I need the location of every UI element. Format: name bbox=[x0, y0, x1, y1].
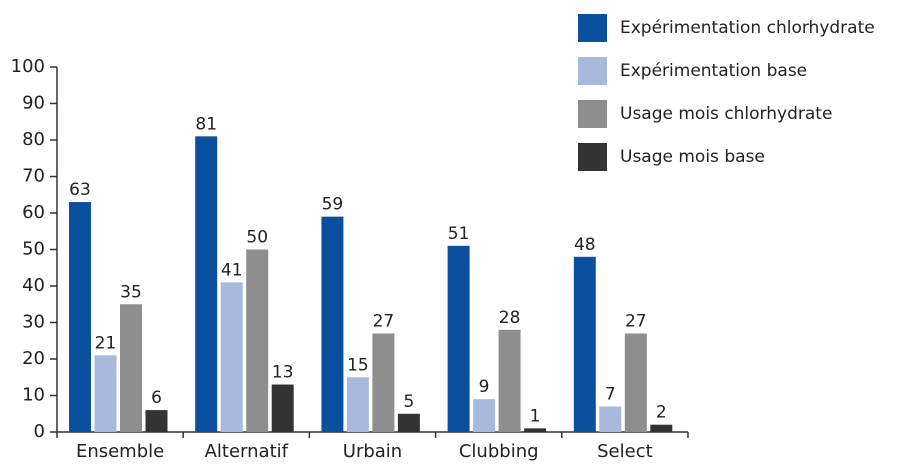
y-tick-label: 10 bbox=[22, 385, 45, 406]
x-tick-label: Urbain bbox=[343, 441, 402, 462]
bar bbox=[246, 249, 269, 432]
bar bbox=[624, 333, 647, 432]
legend-swatch bbox=[578, 100, 607, 128]
value-label: 21 bbox=[95, 333, 117, 353]
value-label: 59 bbox=[322, 195, 344, 215]
bar bbox=[498, 329, 521, 432]
x-tick-label: Alternatif bbox=[205, 441, 289, 462]
value-label: 35 bbox=[120, 282, 142, 302]
legend-label: Usage mois chlorhydrate bbox=[620, 104, 832, 124]
legend-swatch bbox=[578, 143, 607, 171]
bar bbox=[650, 424, 673, 432]
value-label: 81 bbox=[195, 114, 217, 134]
bar bbox=[94, 355, 117, 432]
value-label: 9 bbox=[479, 377, 490, 397]
y-tick-label: 20 bbox=[22, 348, 45, 369]
bar bbox=[321, 216, 344, 432]
value-label: 15 bbox=[347, 355, 369, 375]
bar bbox=[573, 256, 596, 432]
value-label: 13 bbox=[272, 363, 294, 383]
bar bbox=[447, 245, 470, 432]
bar bbox=[120, 304, 142, 432]
bar bbox=[220, 282, 243, 432]
y-tick-label: 50 bbox=[22, 239, 45, 260]
bar bbox=[524, 428, 547, 432]
bar bbox=[346, 377, 369, 432]
y-tick-label: 0 bbox=[34, 421, 45, 442]
legend-label: Usage mois base bbox=[620, 147, 765, 167]
legend-swatch bbox=[578, 57, 607, 85]
y-tick-label: 90 bbox=[22, 93, 45, 114]
value-label: 27 bbox=[625, 311, 647, 331]
value-label: 5 bbox=[403, 392, 414, 412]
value-label: 50 bbox=[246, 228, 268, 248]
bar bbox=[599, 406, 622, 432]
value-label: 51 bbox=[448, 224, 470, 244]
bar bbox=[473, 399, 496, 432]
value-label: 6 bbox=[151, 388, 162, 408]
x-tick-label: Ensemble bbox=[76, 441, 164, 462]
bar bbox=[372, 333, 395, 432]
bar bbox=[69, 202, 91, 432]
value-label: 27 bbox=[373, 311, 395, 331]
bar bbox=[397, 413, 420, 432]
y-tick-label: 80 bbox=[22, 129, 45, 150]
value-label: 2 bbox=[656, 403, 667, 423]
bar bbox=[145, 410, 168, 432]
value-label: 41 bbox=[221, 260, 243, 280]
y-tick-label: 40 bbox=[22, 275, 45, 296]
value-label: 1 bbox=[530, 406, 541, 426]
x-tick-label: Select bbox=[597, 441, 653, 462]
y-tick-label: 30 bbox=[22, 312, 45, 333]
y-tick-label: 100 bbox=[11, 56, 45, 77]
value-label: 48 bbox=[574, 235, 596, 255]
value-label: 28 bbox=[499, 308, 521, 328]
y-tick-label: 60 bbox=[22, 202, 45, 223]
bar bbox=[271, 384, 294, 432]
bar bbox=[195, 136, 218, 432]
legend-label: Expérimentation base bbox=[620, 61, 807, 81]
x-tick-label: Clubbing bbox=[459, 441, 539, 462]
legend-label: Expérimentation chlorhydrate bbox=[620, 18, 875, 38]
y-tick-label: 70 bbox=[22, 166, 45, 187]
value-label: 7 bbox=[605, 384, 616, 404]
value-label: 63 bbox=[69, 180, 91, 200]
legend-swatch bbox=[578, 14, 607, 42]
